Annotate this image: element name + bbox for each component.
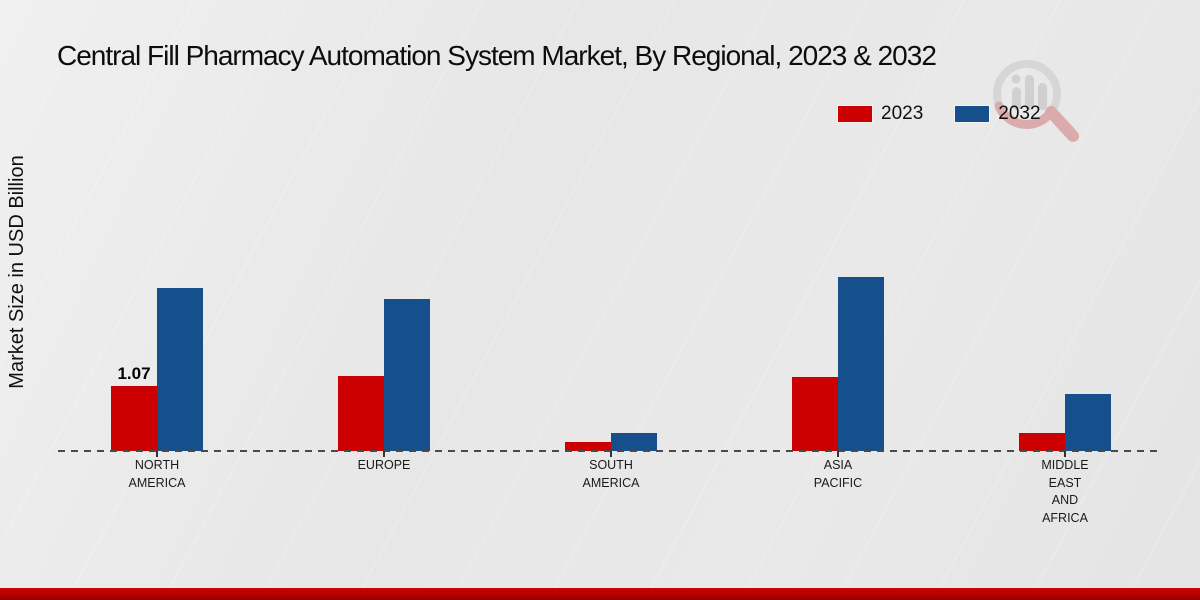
legend-item-2032: 2032 [955,103,1041,125]
bar-2023-south-america [565,441,611,451]
legend-swatch-2032 [955,106,990,122]
watermark-logo [993,60,1079,142]
legend-label-2032: 2032 [998,103,1041,124]
bar-2032-europe [384,299,430,451]
bar-2032-middle-east-and-africa [1065,393,1111,451]
category-label-south-america: SOUTH AMERICA [582,458,640,490]
bar-2023-asia-pacific [792,376,838,451]
footer-red-strip [0,588,1200,600]
chart-title: Central Fill Pharmacy Automation System … [57,40,937,71]
category-label-asia-pacific: ASIA PACIFIC [813,458,863,490]
axis-tick-north-america [156,451,158,457]
bar-2023-north-america [111,386,157,451]
bar-2023-middle-east-and-africa [1019,432,1065,451]
legend-item-2023: 2023 [838,103,923,125]
category-label-north-america: NORTH AMERICA [128,458,186,490]
bar-2032-north-america [157,288,203,451]
bar-2032-south-america [611,432,657,451]
legend-label-2023: 2023 [881,103,924,124]
bar-2023-europe [338,376,384,451]
legend-swatch-2023 [838,106,872,122]
axis-tick-south-america [610,451,612,457]
axis-tick-europe [383,451,385,457]
data-label-2023-north-america: 1.07 [117,364,151,383]
category-label-europe: EUROPE [357,458,411,472]
axis-tick-asia-pacific [837,451,839,457]
bar-2032-asia-pacific [838,277,884,451]
category-label-middle-east-and-africa: MIDDLE EAST AND AFRICA [1041,458,1089,525]
axis-tick-middle-east-and-africa [1064,451,1066,457]
legend: 2023 2032 [838,103,1041,125]
